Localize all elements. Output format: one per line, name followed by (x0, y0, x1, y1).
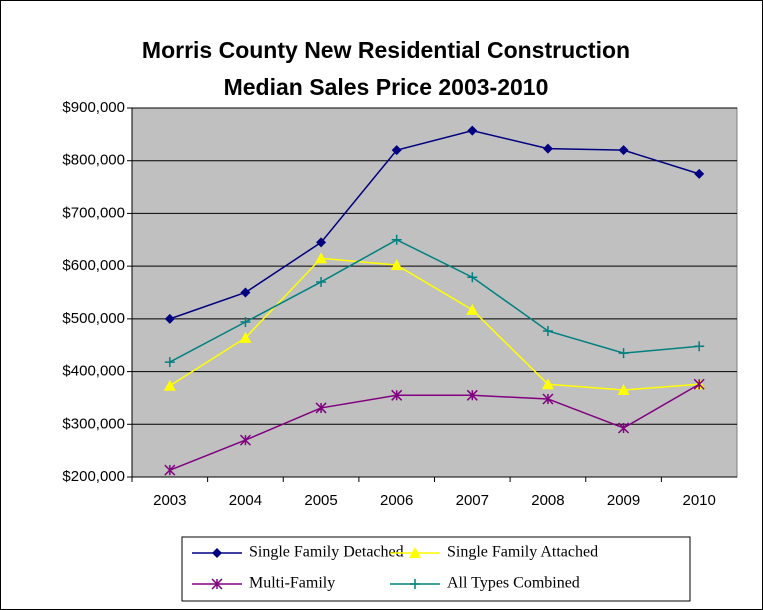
marker (390, 259, 403, 271)
marker (542, 393, 554, 405)
marker (542, 325, 553, 336)
marker (466, 303, 479, 315)
y-tick-label: $700,000 (62, 204, 125, 221)
marker (694, 168, 705, 179)
series-line (169, 238, 700, 363)
marker (163, 379, 176, 391)
marker (239, 434, 251, 446)
chart-title: Median Sales Price 2003-2010 (224, 74, 549, 100)
marker (164, 357, 175, 368)
legend (181, 536, 691, 602)
series-line (169, 383, 700, 471)
x-tick-label: 2008 (531, 492, 564, 509)
y-tick-label: $800,000 (62, 152, 125, 169)
marker (391, 389, 403, 401)
marker (315, 402, 327, 414)
marker (316, 276, 327, 287)
marker (693, 378, 705, 390)
marker (618, 348, 629, 359)
marker (212, 548, 222, 558)
legend-label: All Types Combined (447, 575, 580, 592)
marker (694, 341, 705, 352)
legend-label: Single Family Detached (249, 544, 404, 561)
marker (315, 252, 328, 264)
series-line (169, 129, 700, 320)
marker (467, 125, 478, 136)
legend-label: Multi-Family (249, 575, 335, 592)
legend-label: Single Family Attached (447, 544, 598, 561)
marker (618, 422, 630, 434)
marker (240, 317, 251, 328)
y-tick-label: $400,000 (62, 363, 125, 380)
marker (164, 464, 176, 476)
plot-area (131, 107, 738, 478)
x-tick-label: 2010 (683, 492, 716, 509)
x-tick-label: 2004 (229, 492, 262, 509)
marker (239, 331, 252, 343)
y-tick-label: $500,000 (62, 310, 125, 327)
x-tick-label: 2007 (456, 492, 489, 509)
marker (164, 313, 175, 324)
chart-title: Morris County New Residential Constructi… (142, 37, 630, 63)
y-tick-label: $900,000 (62, 99, 125, 116)
x-tick-label: 2009 (607, 492, 640, 509)
x-tick-label: 2005 (304, 492, 337, 509)
y-tick-label: $600,000 (62, 257, 125, 274)
marker (240, 287, 251, 298)
series-line (169, 257, 700, 391)
marker (542, 143, 553, 154)
marker (409, 547, 421, 558)
x-tick-label: 2003 (153, 492, 186, 509)
marker (410, 579, 420, 589)
marker (467, 272, 478, 283)
y-tick-label: $200,000 (62, 468, 125, 485)
marker (391, 234, 402, 245)
x-tick-label: 2006 (380, 492, 413, 509)
marker (618, 145, 629, 156)
y-tick-label: $300,000 (62, 415, 125, 432)
marker (466, 389, 478, 401)
marker (617, 384, 630, 396)
marker (391, 145, 402, 156)
marker (541, 378, 554, 390)
marker (211, 578, 223, 590)
marker (316, 237, 327, 248)
